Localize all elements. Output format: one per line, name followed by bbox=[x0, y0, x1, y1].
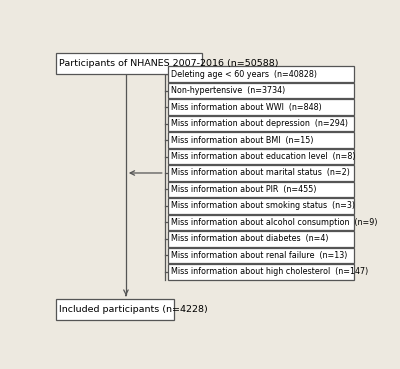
Text: Miss information about marital status  (n=2): Miss information about marital status (n… bbox=[171, 169, 350, 177]
FancyBboxPatch shape bbox=[168, 165, 354, 181]
Text: Miss information about alcohol consumption  (n=9): Miss information about alcohol consumpti… bbox=[171, 218, 378, 227]
Text: Miss information about BMI  (n=15): Miss information about BMI (n=15) bbox=[171, 135, 314, 145]
FancyBboxPatch shape bbox=[168, 83, 354, 98]
Text: Miss information about smoking status  (n=3): Miss information about smoking status (n… bbox=[171, 201, 355, 210]
FancyBboxPatch shape bbox=[56, 53, 202, 74]
FancyBboxPatch shape bbox=[168, 215, 354, 230]
Text: Included participants (n=4228): Included participants (n=4228) bbox=[59, 305, 208, 314]
Text: Participants of NHANES 2007-2016 (n=50588): Participants of NHANES 2007-2016 (n=5058… bbox=[59, 59, 279, 68]
Text: Miss information about diabetes  (n=4): Miss information about diabetes (n=4) bbox=[171, 234, 328, 244]
FancyBboxPatch shape bbox=[168, 248, 354, 263]
Text: Deleting age < 60 years  (n=40828): Deleting age < 60 years (n=40828) bbox=[171, 70, 317, 79]
FancyBboxPatch shape bbox=[168, 198, 354, 214]
FancyBboxPatch shape bbox=[168, 132, 354, 148]
FancyBboxPatch shape bbox=[168, 231, 354, 246]
FancyBboxPatch shape bbox=[168, 66, 354, 82]
FancyBboxPatch shape bbox=[168, 264, 354, 280]
Text: Non-hypertensive  (n=3734): Non-hypertensive (n=3734) bbox=[171, 86, 285, 95]
Text: Miss information about high cholesterol  (n=147): Miss information about high cholesterol … bbox=[171, 268, 368, 276]
Text: Miss information about depression  (n=294): Miss information about depression (n=294… bbox=[171, 119, 348, 128]
FancyBboxPatch shape bbox=[168, 116, 354, 131]
FancyBboxPatch shape bbox=[168, 149, 354, 164]
FancyBboxPatch shape bbox=[168, 182, 354, 197]
Text: Miss information about WWI  (n=848): Miss information about WWI (n=848) bbox=[171, 103, 322, 111]
FancyBboxPatch shape bbox=[56, 299, 174, 320]
Text: Miss information about renal failure  (n=13): Miss information about renal failure (n=… bbox=[171, 251, 347, 260]
FancyBboxPatch shape bbox=[168, 99, 354, 115]
Text: Miss information about PIR  (n=455): Miss information about PIR (n=455) bbox=[171, 185, 316, 194]
Text: Miss information about education level  (n=8): Miss information about education level (… bbox=[171, 152, 355, 161]
